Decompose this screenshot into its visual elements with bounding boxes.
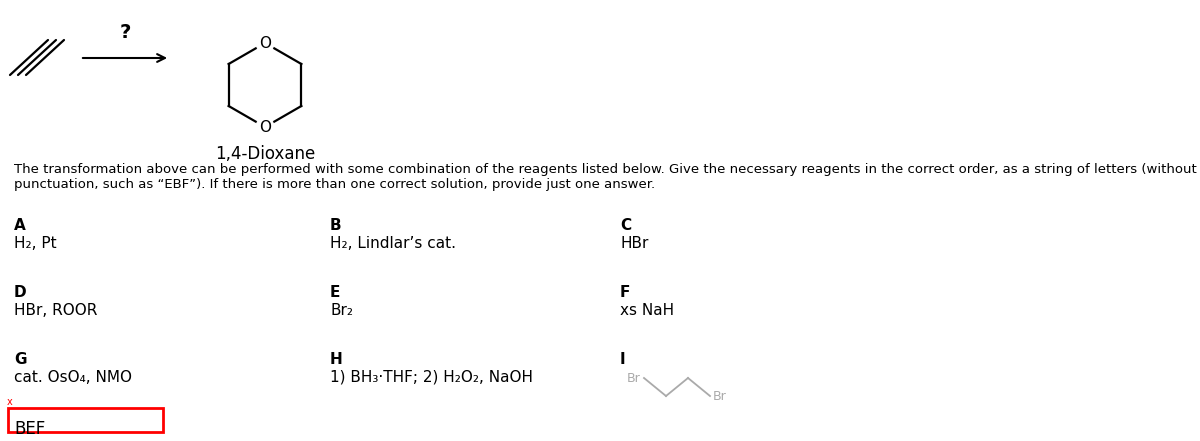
Text: G: G: [14, 352, 26, 367]
Text: HBr, ROOR: HBr, ROOR: [14, 303, 97, 318]
Text: F: F: [620, 285, 630, 300]
Text: B: B: [330, 218, 342, 233]
Text: O: O: [259, 120, 271, 135]
Text: 1,4-Dioxane: 1,4-Dioxane: [215, 145, 316, 163]
Text: The transformation above can be performed with some combination of the reagents : The transformation above can be performe…: [14, 163, 1200, 176]
Text: Br: Br: [713, 389, 727, 403]
Text: A: A: [14, 218, 25, 233]
FancyBboxPatch shape: [8, 408, 163, 432]
Text: cat. OsO₄, NMO: cat. OsO₄, NMO: [14, 370, 132, 385]
Text: I: I: [620, 352, 625, 367]
Text: Br₂: Br₂: [330, 303, 353, 318]
Text: H₂, Pt: H₂, Pt: [14, 236, 56, 251]
Text: E: E: [330, 285, 341, 300]
Text: D: D: [14, 285, 26, 300]
Circle shape: [256, 118, 274, 136]
Text: Br: Br: [628, 371, 641, 385]
Text: HBr: HBr: [620, 236, 648, 251]
Text: C: C: [620, 218, 631, 233]
Text: H: H: [330, 352, 343, 367]
Text: x: x: [7, 397, 13, 407]
Text: punctuation, such as “EBF”). If there is more than one correct solution, provide: punctuation, such as “EBF”). If there is…: [14, 178, 655, 191]
Circle shape: [256, 34, 274, 52]
Text: H₂, Lindlar’s cat.: H₂, Lindlar’s cat.: [330, 236, 456, 251]
Text: 1) BH₃·THF; 2) H₂O₂, NaOH: 1) BH₃·THF; 2) H₂O₂, NaOH: [330, 370, 533, 385]
Text: O: O: [259, 35, 271, 51]
Text: xs NaH: xs NaH: [620, 303, 674, 318]
Text: BEF: BEF: [14, 420, 46, 438]
Text: ?: ?: [119, 23, 131, 42]
